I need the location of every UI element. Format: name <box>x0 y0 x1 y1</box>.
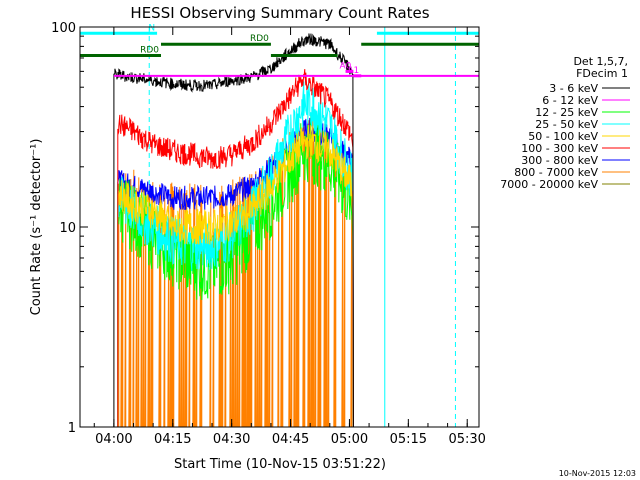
legend-header-0: Det 1,5,7, <box>573 55 628 68</box>
annotation-label-6: A0 <box>339 61 351 71</box>
chart-title: HESSI Observing Summary Count Rates <box>130 4 429 22</box>
y-tick-label-2: 100 <box>51 21 76 36</box>
x-axis-label: Start Time (10-Nov-15 03:51:22) <box>174 457 386 472</box>
axis-ticks: 04:00 04:15 04:30 04:45 05:00 05:15 05:30 1 10 10… <box>51 21 486 447</box>
x-tick-label-4: 05:00 <box>331 432 368 447</box>
legend-label-7: 800 - 7000 keV <box>514 166 598 179</box>
x-tick-label-2: 04:30 <box>213 432 250 447</box>
x-tick-label-6: 05:30 <box>448 432 485 447</box>
y-axis-label: Count Rate (s⁻¹ detector⁻¹) <box>29 139 44 316</box>
y-tick-label-1: 10 <box>59 221 76 236</box>
series-50-100-kev <box>117 125 354 428</box>
series-3-6-kev <box>113 33 354 428</box>
legend-label-0: 3 - 6 keV <box>549 82 598 95</box>
y-tick-label-0: 1 <box>68 421 76 436</box>
annotation-label-2: RD0 <box>140 46 159 56</box>
x-tick-label-0: 04:00 <box>95 432 132 447</box>
legend-label-4: 50 - 100 keV <box>528 130 598 143</box>
legend-label-8: 7000 - 20000 keV <box>500 178 598 191</box>
series-100-300-kev <box>117 69 354 428</box>
x-tick-label-5: 05:15 <box>390 432 427 447</box>
legend-label-2: 12 - 25 keV <box>535 106 598 119</box>
series-lines <box>113 33 479 428</box>
legend-label-5: 100 - 300 keV <box>521 142 598 155</box>
x-tick-label-1: 04:15 <box>154 432 191 447</box>
legend-label-1: 6 - 12 keV <box>542 94 598 107</box>
annotation-label-7: A1 <box>347 66 359 76</box>
legend-label-6: 300 - 800 keV <box>521 154 598 167</box>
timestamp: 10-Nov-2015 12:03 <box>559 469 636 478</box>
annotation-label-3: RD0 <box>250 34 269 44</box>
x-tick-label-3: 04:45 <box>272 432 309 447</box>
annotation-label-0: N <box>148 23 155 33</box>
legend-label-3: 25 - 50 keV <box>535 118 598 131</box>
legend-header-1: FDecim 1 <box>576 67 628 80</box>
